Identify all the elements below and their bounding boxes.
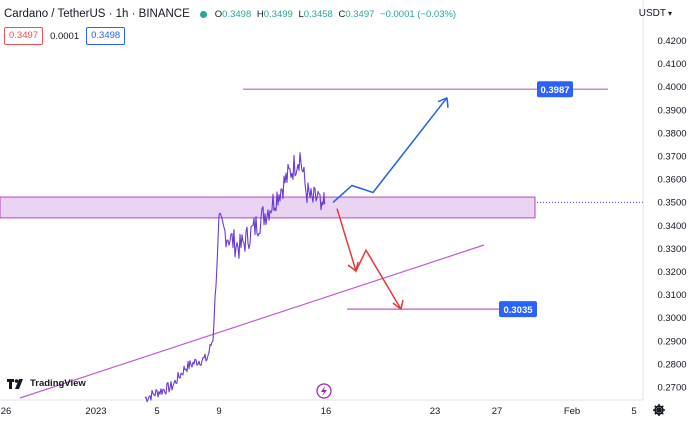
spread-value: 0.0001 [50, 30, 80, 42]
target-up-price-label: 0.3987 [540, 85, 569, 96]
target-down-price-label-bg [499, 301, 537, 318]
watermark-text: TradingView [30, 378, 86, 389]
price-tick-label: 0.3100 [657, 290, 686, 301]
buy-button[interactable]: 0.3498 [86, 27, 126, 45]
ohlc-close-key: C [338, 8, 346, 20]
ohlc-open: 0.3498 [222, 8, 252, 20]
tradingview-watermark: TradingView [7, 378, 86, 389]
price-tick-label: 0.3700 [657, 152, 686, 163]
time-tick-label: 5 [154, 406, 159, 417]
price-tick-label: 0.3000 [657, 313, 686, 324]
chevron-down-icon: ▾ [667, 9, 672, 18]
ohlc-low: 0.3458 [303, 8, 333, 20]
event-lightning-icon[interactable] [316, 383, 332, 399]
currency-dropdown[interactable]: USDT ▾ [639, 8, 672, 19]
price-tick-label: 0.2800 [657, 359, 686, 370]
time-tick-label: Feb [564, 406, 580, 417]
price-tick-label: 0.4000 [657, 82, 686, 93]
ohlc-low-key: L [298, 8, 304, 20]
time-tick-label: 26 [1, 406, 12, 417]
ohlc-high-key: H [256, 8, 264, 20]
bearish-scenario-arrow[interactable] [336, 208, 402, 310]
sr-zone-rect[interactable] [0, 196, 536, 219]
bullish-scenario-arrow[interactable] [332, 97, 448, 203]
price-tick-label: 0.4200 [657, 36, 686, 47]
price-tick-label: 0.3600 [657, 175, 686, 186]
ohlc-close: 0.3497 [345, 8, 375, 20]
price-series-line [144, 152, 326, 403]
trade-buttons: 0.3497 0.0001 0.3498 [4, 27, 126, 45]
price-tick-label: 0.3900 [657, 105, 686, 116]
time-tick-label: 5 [631, 406, 636, 417]
ohlc-open-key: O [214, 8, 223, 20]
tradingview-logo-icon [7, 378, 23, 389]
target-down-price-label: 0.3035 [503, 305, 533, 316]
target-up-price-label-bg [537, 81, 573, 98]
bearish-mid-arrowhead [347, 261, 359, 272]
time-tick-label: 16 [321, 406, 332, 417]
market-open-dot [199, 10, 207, 18]
symbol-title[interactable]: Cardano / TetherUS · 1h · BINANCE [4, 8, 190, 20]
time-tick-label: 2023 [85, 406, 106, 417]
price-tick-label: 0.3300 [657, 244, 686, 255]
settings-gear-icon[interactable] [653, 404, 665, 416]
symbol-header: Cardano / TetherUS · 1h · BINANCE O0.349… [4, 8, 459, 20]
sell-button[interactable]: 0.3497 [4, 27, 44, 45]
ohlc-high: 0.3499 [263, 8, 293, 20]
bullish-arrowhead [437, 97, 449, 108]
time-tick-label: 9 [216, 406, 221, 417]
price-tick-label: 0.4100 [657, 59, 686, 70]
ohlc-values: O0.3498 H0.3499 L0.3458 C0.3497 −0.0001 … [215, 9, 459, 20]
price-tick-label: 0.3200 [657, 267, 686, 278]
price-tick-label: 0.3400 [657, 221, 686, 232]
bearish-arrowhead [392, 299, 404, 310]
price-tick-label: 0.2700 [657, 383, 686, 394]
price-tick-label: 0.3800 [657, 128, 686, 139]
time-tick-label: 23 [430, 406, 441, 417]
price-tick-label: 0.3500 [657, 198, 686, 209]
currency-label: USDT [638, 8, 666, 19]
price-tick-label: 0.2900 [657, 336, 686, 347]
time-tick-label: 27 [492, 406, 503, 417]
trend-line[interactable] [19, 244, 485, 399]
ohlc-change: −0.0001 (−0.03%) [380, 8, 457, 20]
